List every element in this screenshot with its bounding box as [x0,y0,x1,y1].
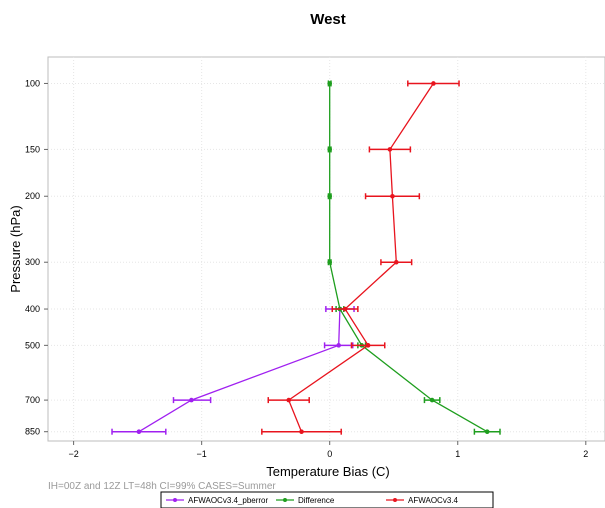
data-point [431,81,436,86]
series-line [329,83,488,433]
data-point [365,343,371,348]
legend-swatch-marker [173,498,177,502]
data-point [336,343,341,348]
y-tick-label: 150 [25,144,40,154]
data-point [393,259,399,265]
x-axis-label: Temperature Bias (C) [266,464,390,479]
data-point [327,193,333,199]
data-point [387,147,393,152]
data-point [484,429,490,434]
y-axis-label: Pressure (hPa) [8,205,23,292]
y-tick-label: 100 [25,78,40,88]
grid [48,57,605,441]
y-tick-label: 700 [25,395,40,405]
x-tick-label: −1 [197,449,207,459]
legend-box [160,491,494,508]
data-point [327,259,333,265]
data-point [429,397,435,403]
legend-swatch-marker [393,498,397,502]
legend-label: AFWAOCv3.4_pberror [188,496,269,505]
x-tick-label: −2 [68,449,78,459]
legend: AFWAOCv3.4_pberror Difference AFWAOCv3.4 [160,491,494,508]
data-point [327,147,333,152]
x-tick-label: 2 [583,449,588,459]
axis-ticks: −2 −1 0 1 2 100 150 200 300 400 500 700 850 [25,78,588,459]
data-point [327,81,333,86]
y-tick-label: 200 [25,191,40,201]
chart-title: West [310,11,346,28]
series-difference [327,80,501,435]
series-afwaocv3-4 [261,80,460,435]
data-point [189,397,194,403]
data-point [136,429,142,434]
legend-swatch-marker [283,498,287,502]
y-tick-label: 850 [25,427,40,437]
series-line [287,83,434,432]
data-point [342,306,348,312]
y-tick-label: 300 [25,257,40,267]
y-tick-label: 400 [25,304,40,314]
x-tick-label: 1 [455,449,460,459]
series-line [138,308,341,433]
data-point [299,429,304,434]
data-point [286,397,292,403]
data-point [390,193,395,199]
footnote: IH=00Z and 12Z LT=48h CI=99% CASES=Summe… [48,481,276,492]
plot-area [47,56,605,442]
series-layer [111,80,501,435]
legend-label: AFWAOCv3.4 [408,496,458,505]
legend-label: Difference [298,496,335,505]
x-tick-label: 0 [327,449,332,459]
y-tick-label: 500 [25,340,40,350]
series-afwaocv3-4-pberror [111,306,355,435]
